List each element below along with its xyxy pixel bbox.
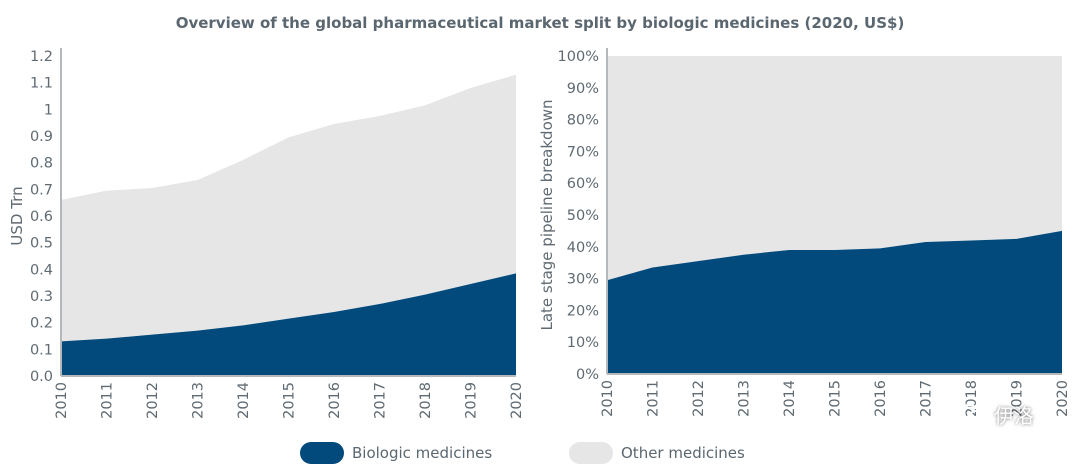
y-axis-label-2: Late stage pipeline breakdown	[538, 99, 556, 330]
x-tick-label: 2010	[54, 382, 70, 419]
y-tick-label: 0.4	[30, 262, 53, 278]
legend: Biologic medicines Other medicines	[0, 442, 1080, 466]
y-tick-label: 0.9	[30, 129, 53, 145]
y-tick-label: 50%	[567, 208, 599, 224]
y-tick-label: 0.5	[30, 236, 53, 252]
x-tick-label: 2017	[919, 380, 935, 417]
y-axis-label-1: USD Trn	[8, 186, 26, 245]
legend-swatch-other	[569, 442, 613, 464]
area-biologic-2	[607, 230, 1062, 374]
area-other-1	[61, 74, 516, 342]
area-other-2	[607, 56, 1062, 281]
x-tick-label: 2014	[782, 380, 798, 417]
y-tick-label: 0.2	[30, 316, 53, 332]
chart-2: 0% 10% 20% 30% 40% 50% 60% 70% 80% 90% 100% 2010 201…	[538, 48, 1071, 417]
y-tick-label: 0%	[576, 367, 599, 383]
x-tick-label: 2012	[145, 382, 161, 419]
x-tick-label: 2018	[418, 382, 434, 419]
legend-label-biologic: Biologic medicines	[352, 444, 493, 462]
y-tick-label: 0.7	[30, 182, 53, 198]
x-tick-label: 2019	[1010, 380, 1026, 417]
y-tick-label: 20%	[567, 303, 599, 319]
y-tick-label: 0.8	[30, 156, 53, 172]
y-tick-label: 1	[44, 102, 53, 118]
x-tick-label: 2013	[737, 380, 753, 417]
x-tick-label: 2019	[464, 382, 480, 419]
y-tick-label: 30%	[567, 272, 599, 288]
y-tick-label: 40%	[567, 240, 599, 256]
y-tick-label: 60%	[567, 176, 599, 192]
x-tick-label: 2011	[100, 382, 116, 419]
x-tick-label: 2010	[600, 380, 616, 417]
x-tick-label: 2011	[646, 380, 662, 417]
y-tick-label: 0.6	[30, 209, 53, 225]
y-tick-label: 1.2	[30, 49, 53, 65]
y-tick-label: 70%	[567, 144, 599, 160]
y-tick-label: 0.1	[30, 342, 53, 358]
wechat-icon	[958, 403, 987, 426]
x-tick-label: 2015	[828, 380, 844, 417]
watermark: 伊洛	[958, 400, 1034, 429]
x-tick-label: 2013	[191, 382, 207, 419]
x-tick-label: 2020	[509, 382, 525, 419]
x-tick-label: 2020	[1055, 380, 1071, 417]
area-biologic-1	[61, 273, 516, 376]
y-tick-label: 1.1	[30, 76, 53, 92]
y-tick-label: 0.0	[30, 369, 53, 385]
y-tick-label: 80%	[567, 113, 599, 129]
chart-1: 0.0 0.1 0.2 0.3 0.4 0.5 0.6 0.7 0.8 0.9 1 1.1 1.2 201…	[8, 48, 525, 419]
charts-canvas: 0.0 0.1 0.2 0.3 0.4 0.5 0.6 0.7 0.8 0.9 1 1.1 1.2 201…	[8, 48, 1071, 419]
x-tick-label: 2015	[282, 382, 298, 419]
watermark-text: 伊洛	[994, 404, 1034, 428]
x-tick-label: 2012	[691, 380, 707, 417]
x-tick-label: 2014	[236, 382, 252, 419]
legend-item-other: Other medicines	[569, 442, 745, 464]
x-tick-label: 2017	[373, 382, 389, 419]
y-tick-label: 90%	[567, 81, 599, 97]
x-tick-label: 2016	[327, 382, 343, 419]
legend-label-other: Other medicines	[621, 444, 745, 462]
y-tick-label: 100%	[558, 49, 599, 65]
legend-item-biologic: Biologic medicines	[300, 442, 492, 464]
x-tick-label: 2016	[873, 380, 889, 417]
chart-title: Overview of the global pharmaceutical ma…	[175, 14, 905, 32]
legend-swatch-biologic	[300, 442, 344, 464]
y-tick-label: 10%	[567, 335, 599, 351]
y-tick-label: 0.3	[30, 289, 53, 305]
